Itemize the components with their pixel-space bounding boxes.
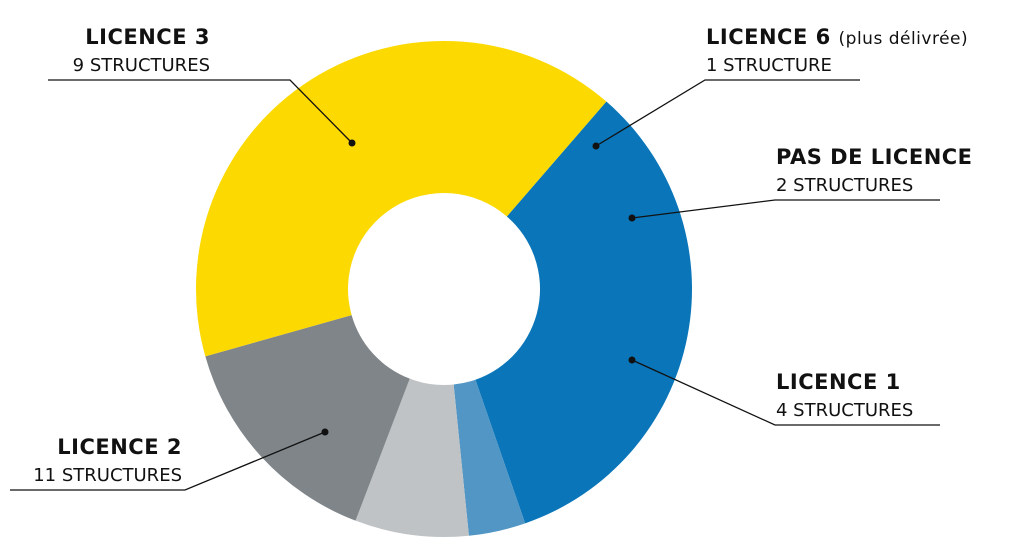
value-label: 4 STRUCTURES <box>776 400 913 421</box>
category-label: LICENCE 3 <box>85 25 210 49</box>
value-label: 2 STRUCTURES <box>776 175 913 196</box>
category-name: LICENCE 2 <box>57 435 182 459</box>
category-name: PAS DE LICENCE <box>776 145 973 169</box>
value-label: 9 STRUCTURES <box>73 55 210 76</box>
category-label: LICENCE 1 <box>776 370 901 394</box>
category-label: LICENCE 6 (plus délivrée) <box>706 25 968 49</box>
slice <box>475 101 692 524</box>
leader-dot <box>628 356 636 364</box>
category-label: PAS DE LICENCE <box>776 145 973 169</box>
slice <box>355 378 469 537</box>
leader-line <box>631 359 940 426</box>
category-label: LICENCE 2 <box>57 435 182 459</box>
leader-line <box>48 79 353 144</box>
leader-line <box>631 199 940 219</box>
leader-dot <box>628 214 636 222</box>
leader-dot <box>348 139 356 147</box>
annotation: (plus délivrée) <box>839 29 969 49</box>
leader-line <box>10 431 326 491</box>
slice <box>196 41 607 357</box>
slice <box>453 379 526 536</box>
value-label: 1 STRUCTURE <box>706 55 832 76</box>
category-name: LICENCE 1 <box>776 370 901 394</box>
leader-dot <box>592 142 600 150</box>
leader-line <box>595 79 860 147</box>
value-label: 11 STRUCTURES <box>33 465 182 486</box>
leader-dot <box>321 428 329 436</box>
slice <box>205 315 410 521</box>
category-name: LICENCE 6 <box>706 25 831 49</box>
category-name: LICENCE 3 <box>85 25 210 49</box>
